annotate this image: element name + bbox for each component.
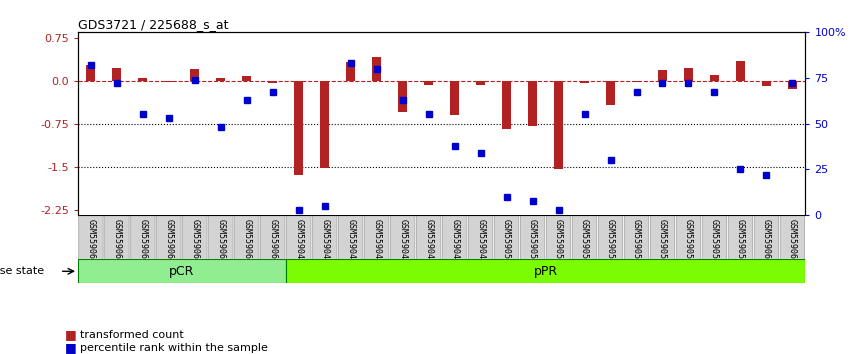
FancyBboxPatch shape — [287, 215, 311, 260]
Bar — [87, 64, 95, 81]
Bar — [424, 81, 433, 85]
Text: transformed count: transformed count — [80, 330, 184, 339]
Bar — [762, 81, 771, 86]
FancyBboxPatch shape — [702, 215, 727, 260]
Bar — [632, 81, 641, 82]
FancyBboxPatch shape — [417, 215, 441, 260]
FancyBboxPatch shape — [391, 215, 415, 260]
Text: GSM559061: GSM559061 — [788, 219, 797, 264]
Bar — [580, 81, 589, 84]
Text: GSM559050: GSM559050 — [502, 219, 511, 264]
Text: GSM559045: GSM559045 — [372, 219, 381, 264]
Bar — [268, 81, 277, 84]
Bar — [528, 81, 537, 126]
Text: GSM559053: GSM559053 — [580, 219, 589, 264]
Text: GSM559064: GSM559064 — [139, 219, 147, 264]
FancyBboxPatch shape — [235, 215, 259, 260]
Bar — [398, 81, 407, 112]
Bar — [139, 78, 147, 81]
Bar — [476, 81, 485, 85]
Text: GSM559067: GSM559067 — [216, 219, 225, 264]
Text: GSM559046: GSM559046 — [398, 219, 407, 264]
FancyBboxPatch shape — [365, 215, 389, 260]
Bar — [286, 259, 805, 283]
Bar — [502, 81, 511, 129]
Bar — [684, 68, 693, 81]
FancyBboxPatch shape — [494, 215, 519, 260]
Text: GSM559044: GSM559044 — [346, 219, 355, 264]
Text: GSM559043: GSM559043 — [320, 219, 329, 264]
Text: GSM559056: GSM559056 — [658, 219, 667, 264]
Text: GSM559049: GSM559049 — [476, 219, 485, 264]
Text: GDS3721 / 225688_s_at: GDS3721 / 225688_s_at — [78, 18, 229, 31]
Bar — [788, 81, 797, 89]
Text: GSM559066: GSM559066 — [191, 219, 199, 264]
Text: ■: ■ — [65, 341, 77, 354]
FancyBboxPatch shape — [469, 215, 493, 260]
Text: GSM559063: GSM559063 — [113, 219, 121, 264]
Bar — [294, 81, 303, 175]
Text: disease state: disease state — [0, 266, 44, 276]
Bar — [554, 81, 563, 170]
Bar — [606, 81, 615, 105]
FancyBboxPatch shape — [313, 215, 337, 260]
Text: GSM559057: GSM559057 — [684, 219, 693, 264]
FancyBboxPatch shape — [572, 215, 597, 260]
FancyBboxPatch shape — [624, 215, 649, 260]
Bar — [450, 81, 459, 115]
Bar — [710, 75, 719, 81]
FancyBboxPatch shape — [209, 215, 233, 260]
Bar — [191, 69, 199, 81]
Text: pCR: pCR — [169, 265, 195, 278]
FancyBboxPatch shape — [131, 215, 155, 260]
Text: GSM559062: GSM559062 — [87, 219, 95, 264]
FancyBboxPatch shape — [443, 215, 467, 260]
Text: GSM559058: GSM559058 — [710, 219, 719, 264]
FancyBboxPatch shape — [79, 215, 103, 260]
Text: GSM559047: GSM559047 — [424, 219, 433, 264]
FancyBboxPatch shape — [728, 215, 753, 260]
Text: GSM559048: GSM559048 — [450, 219, 459, 264]
Bar — [78, 259, 286, 283]
Bar — [320, 81, 329, 168]
FancyBboxPatch shape — [105, 215, 129, 260]
FancyBboxPatch shape — [157, 215, 181, 260]
FancyBboxPatch shape — [780, 215, 805, 260]
Text: GSM559055: GSM559055 — [632, 219, 641, 264]
FancyBboxPatch shape — [339, 215, 363, 260]
Bar — [658, 70, 667, 81]
Bar — [736, 61, 745, 81]
Bar — [242, 76, 251, 81]
Bar — [113, 68, 121, 81]
Text: GSM559060: GSM559060 — [762, 219, 771, 264]
Bar — [372, 57, 381, 81]
FancyBboxPatch shape — [546, 215, 571, 260]
FancyBboxPatch shape — [676, 215, 701, 260]
Text: GSM559059: GSM559059 — [736, 219, 745, 264]
Bar — [346, 62, 355, 81]
FancyBboxPatch shape — [754, 215, 779, 260]
Text: GSM559051: GSM559051 — [528, 219, 537, 264]
FancyBboxPatch shape — [650, 215, 675, 260]
Bar — [165, 81, 173, 82]
Text: ■: ■ — [65, 328, 77, 341]
Text: pPR: pPR — [533, 265, 558, 278]
Bar — [216, 78, 225, 81]
Text: percentile rank within the sample: percentile rank within the sample — [80, 343, 268, 353]
FancyBboxPatch shape — [183, 215, 207, 260]
FancyBboxPatch shape — [261, 215, 285, 260]
Text: GSM559068: GSM559068 — [242, 219, 251, 264]
FancyBboxPatch shape — [520, 215, 545, 260]
Text: GSM559065: GSM559065 — [165, 219, 173, 264]
Text: GSM559054: GSM559054 — [606, 219, 615, 264]
Text: GSM559042: GSM559042 — [294, 219, 303, 264]
FancyBboxPatch shape — [598, 215, 623, 260]
Text: GSM559052: GSM559052 — [554, 219, 563, 264]
Text: GSM559069: GSM559069 — [268, 219, 277, 264]
